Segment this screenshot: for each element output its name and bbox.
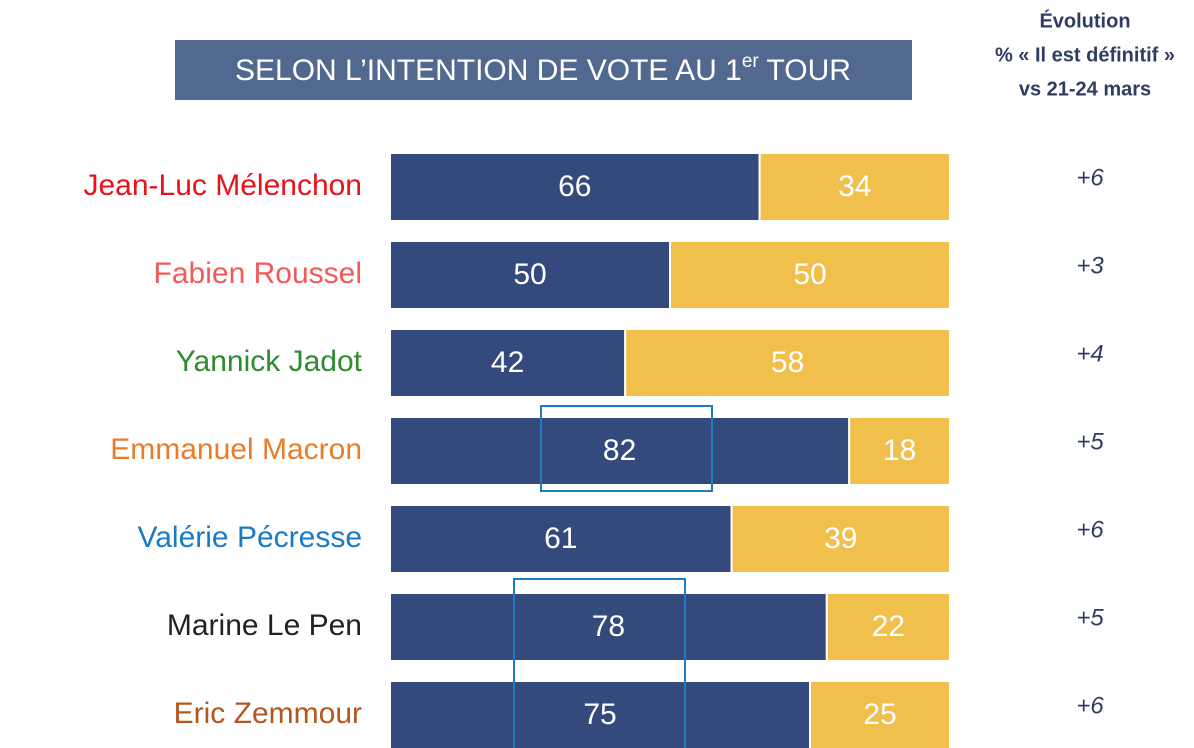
value-label: 66 bbox=[558, 170, 591, 203]
bar-segment bbox=[389, 328, 627, 398]
value-label: 78 bbox=[592, 610, 625, 643]
evolution-label: +3 bbox=[1076, 252, 1104, 279]
bar-segment bbox=[809, 680, 951, 748]
evolution-label: +6 bbox=[1076, 692, 1104, 719]
chart-title: SELON L’INTENTION DE VOTE AU 1er TOUR bbox=[235, 51, 851, 87]
highlight-box bbox=[513, 578, 686, 748]
value-label: 61 bbox=[544, 522, 577, 555]
bar-segment bbox=[389, 592, 828, 662]
evolution-label: +5 bbox=[1076, 428, 1104, 455]
bar-segment bbox=[730, 504, 951, 574]
value-label: 42 bbox=[491, 346, 524, 379]
value-label: 34 bbox=[838, 170, 871, 203]
category-label: Eric Zemmour bbox=[174, 697, 362, 730]
bar-segment bbox=[389, 680, 811, 748]
value-label: 75 bbox=[583, 698, 616, 731]
evolution-label: +6 bbox=[1076, 164, 1104, 191]
bar-segment bbox=[624, 328, 951, 398]
category-label: Yannick Jadot bbox=[176, 345, 363, 378]
bar-segment bbox=[389, 152, 761, 222]
category-label: Emmanuel Macron bbox=[110, 433, 362, 466]
evolution-header: % « Il est définitif » bbox=[995, 44, 1175, 66]
bar-segment bbox=[848, 416, 952, 486]
value-label: 82 bbox=[603, 434, 636, 467]
bars: Jean-Luc Mélenchon 66 34 +6 Fabien Roussel 50… bbox=[83, 152, 1104, 748]
value-label: 25 bbox=[863, 698, 896, 731]
title-sup: er bbox=[742, 51, 760, 72]
title-box bbox=[175, 40, 912, 100]
bar-segment bbox=[669, 240, 951, 310]
highlight-box bbox=[540, 405, 713, 492]
title-part: TOUR bbox=[759, 54, 851, 87]
evolution-header: vs 21-24 mars bbox=[1019, 78, 1151, 100]
title-part: SELON L’INTENTION DE VOTE AU 1 bbox=[235, 54, 742, 87]
bar-segment bbox=[389, 240, 671, 310]
category-label: Jean-Luc Mélenchon bbox=[83, 169, 362, 202]
value-label: 18 bbox=[883, 434, 916, 467]
evolution-label: +4 bbox=[1076, 340, 1103, 367]
category-label: Marine Le Pen bbox=[167, 609, 362, 642]
value-label: 50 bbox=[793, 258, 826, 291]
bar-segment bbox=[389, 504, 733, 574]
bar-segment bbox=[825, 592, 951, 662]
value-label: 39 bbox=[824, 522, 857, 555]
value-label: 50 bbox=[513, 258, 546, 291]
value-label: 58 bbox=[771, 346, 804, 379]
evolution-label: +5 bbox=[1076, 604, 1104, 631]
evolution-header: Évolution bbox=[1039, 9, 1130, 32]
value-label: 22 bbox=[872, 610, 905, 643]
evolution-label: +6 bbox=[1076, 516, 1104, 543]
bar-segment bbox=[758, 152, 951, 222]
category-label: Fabien Roussel bbox=[154, 257, 362, 290]
category-label: Valérie Pécresse bbox=[137, 521, 362, 554]
